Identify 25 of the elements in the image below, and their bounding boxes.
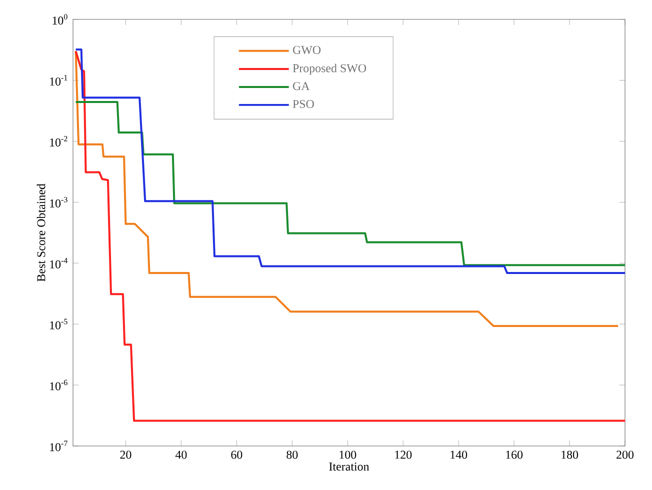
x-tick-label: 20: [120, 450, 132, 459]
y-tick-label: 10$^{-1}$: [50, 75, 68, 86]
y-tick-label: 10$^{0}$: [52, 14, 68, 25]
y-tick-label: 10$^{-2}$: [50, 136, 68, 146]
x-tick-label: 140: [450, 450, 468, 459]
x-tick-label: 80: [286, 450, 298, 459]
legend-label: Proposed SWO: [292, 64, 366, 75]
legend-label: PSO: [292, 100, 314, 108]
x-tick-label: 160: [506, 450, 523, 459]
x-tick-label: 40: [175, 450, 187, 459]
y-tick-label: 10$^{-5}$: [50, 318, 68, 330]
legend-label: GA: [292, 82, 310, 90]
y-tick-label: 10$^{-7}$: [50, 440, 68, 452]
y-axis-title: Best Score Obtained: [36, 184, 46, 282]
line-series: [74, 101, 626, 266]
x-tick-label: 180: [562, 450, 578, 459]
x-tick-label: 100: [340, 450, 356, 459]
y-tick-label: 10$^{-3}$: [50, 196, 68, 208]
legend-label: GWO: [292, 46, 321, 54]
x-tick-label: 200: [616, 450, 634, 459]
x-tick-label: 120: [395, 450, 412, 459]
y-tick-label: 10$^{-4}$: [50, 258, 68, 268]
x-axis-title: Iteration: [329, 462, 370, 471]
x-tick-label: 60: [231, 450, 242, 459]
y-tick-label: 10$^{-6}$: [50, 380, 68, 390]
